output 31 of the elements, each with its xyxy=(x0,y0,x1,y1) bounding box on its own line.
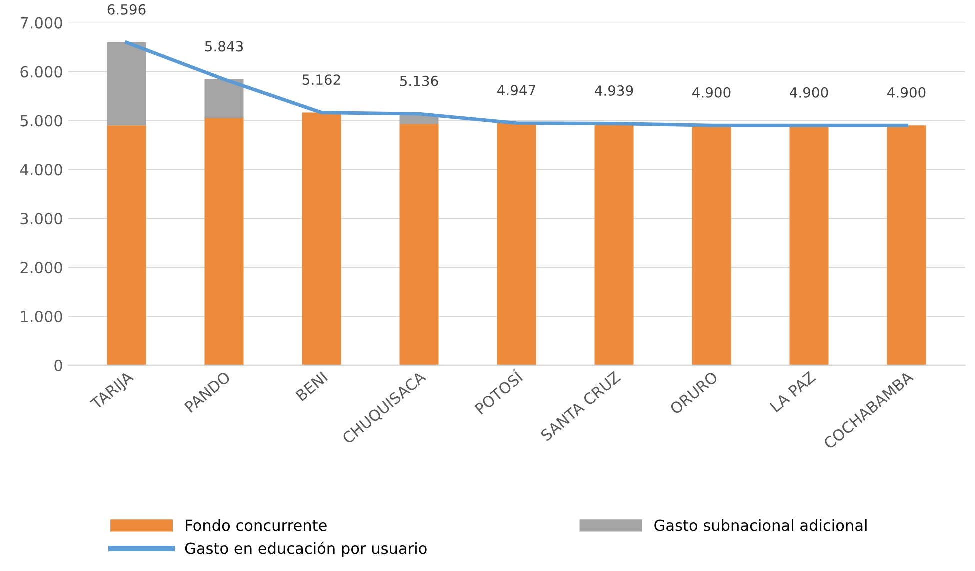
y-tick-label: 4.000 xyxy=(20,164,62,176)
bar xyxy=(692,126,732,366)
data-label: 4.947 xyxy=(498,85,536,96)
bar xyxy=(497,123,536,366)
bar xyxy=(790,126,829,366)
bar xyxy=(594,124,634,366)
bar xyxy=(107,42,146,126)
y-tick-label: 7.000 xyxy=(20,17,62,29)
data-label: 4.939 xyxy=(595,86,634,96)
y-tick-label: 5.000 xyxy=(20,115,62,127)
bar xyxy=(302,112,342,366)
y-tick-label: 1.000 xyxy=(21,310,62,323)
bar xyxy=(887,126,926,366)
bar xyxy=(107,126,146,366)
y-tick-label: 6.000 xyxy=(20,66,62,78)
data-label: 5.843 xyxy=(205,41,244,52)
y-tick-label: 2.000 xyxy=(20,262,62,274)
data-label: 4.900 xyxy=(692,87,731,98)
data-label: 5.162 xyxy=(302,74,340,86)
legend-label: Fondo concurrente xyxy=(186,519,327,532)
y-tick-label: 0 xyxy=(54,360,62,372)
bar xyxy=(400,124,439,366)
data-label: 6.596 xyxy=(108,4,146,15)
legend-label: Gasto en educación por usuario xyxy=(185,542,427,558)
bar xyxy=(204,118,244,366)
y-tick-label: 3.000 xyxy=(20,213,62,225)
legend-label: Gasto subnacional adicional xyxy=(654,519,867,532)
data-label: 4.900 xyxy=(888,87,926,98)
data-label: 5.136 xyxy=(400,76,438,86)
bar xyxy=(204,79,244,118)
data-label: 4.900 xyxy=(790,87,828,98)
